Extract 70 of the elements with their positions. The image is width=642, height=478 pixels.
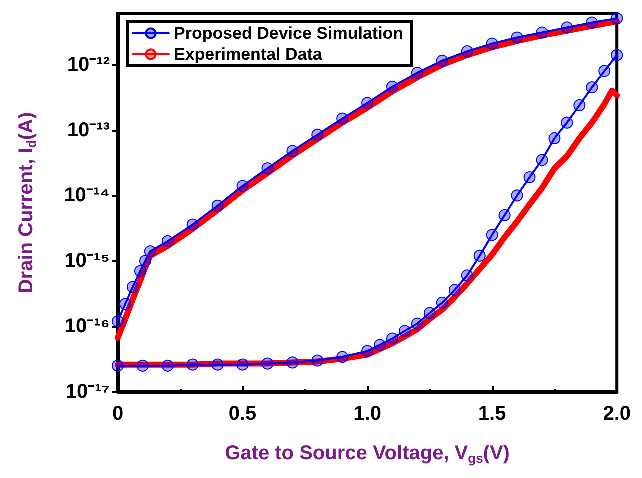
point	[134, 265, 146, 278]
point	[561, 116, 574, 129]
point	[511, 190, 524, 202]
point	[236, 358, 249, 371]
point	[436, 296, 448, 309]
point	[586, 82, 598, 94]
point	[498, 209, 511, 222]
point	[411, 67, 424, 80]
point	[144, 246, 156, 258]
point	[139, 255, 152, 268]
point	[486, 229, 498, 242]
point	[386, 80, 399, 93]
point	[561, 22, 574, 34]
point	[461, 270, 474, 282]
point	[162, 235, 174, 248]
point	[286, 145, 299, 158]
point	[598, 65, 611, 78]
y-axis-title: Drain Current, Id(A)	[16, 112, 39, 294]
x-tick-label: 0	[112, 403, 124, 425]
point	[212, 358, 224, 371]
y-tick-label: 10⁻¹⁴	[64, 184, 110, 207]
point	[362, 97, 374, 110]
legend-label: Experimental Data	[174, 45, 323, 64]
y-tick-label: 10⁻¹⁶	[64, 316, 110, 338]
point	[461, 46, 474, 58]
point	[536, 26, 548, 39]
point	[536, 154, 548, 166]
point	[236, 180, 249, 192]
point	[611, 49, 624, 62]
point	[374, 339, 386, 352]
point	[186, 358, 199, 371]
y-tick-label: 10⁻¹³	[67, 119, 110, 142]
point	[312, 354, 324, 367]
point	[511, 32, 524, 44]
x-tick-label: 2.0	[603, 403, 632, 425]
point	[474, 250, 486, 262]
point	[586, 16, 598, 29]
point	[212, 200, 224, 212]
point	[524, 172, 536, 184]
point	[411, 318, 424, 330]
point	[112, 315, 124, 328]
point	[424, 307, 436, 320]
point	[398, 325, 411, 338]
point	[548, 132, 561, 144]
point	[186, 218, 199, 231]
point	[574, 99, 586, 112]
point	[262, 358, 274, 370]
point	[162, 360, 174, 372]
point	[611, 12, 624, 25]
x-tick-label: 0.5	[228, 403, 257, 425]
point	[448, 284, 461, 296]
point	[336, 351, 349, 364]
point	[436, 54, 448, 67]
point	[262, 162, 274, 175]
point	[136, 360, 149, 372]
x-tick-label: 1.5	[478, 403, 506, 425]
point	[386, 332, 399, 345]
point	[312, 128, 324, 141]
y-tick-label: 10⁻¹⁵	[64, 250, 110, 272]
point	[286, 356, 299, 369]
point	[112, 360, 124, 372]
point	[120, 298, 132, 310]
point	[126, 281, 139, 294]
legend-label: Proposed Device Simulation	[174, 24, 404, 43]
y-tick-label: 10⁻¹²	[67, 54, 110, 76]
y-tick-label: 10⁻¹⁷	[66, 381, 110, 403]
x-tick-label: 1.0	[354, 403, 382, 425]
point	[336, 112, 349, 125]
point	[486, 38, 498, 50]
point	[362, 345, 374, 358]
